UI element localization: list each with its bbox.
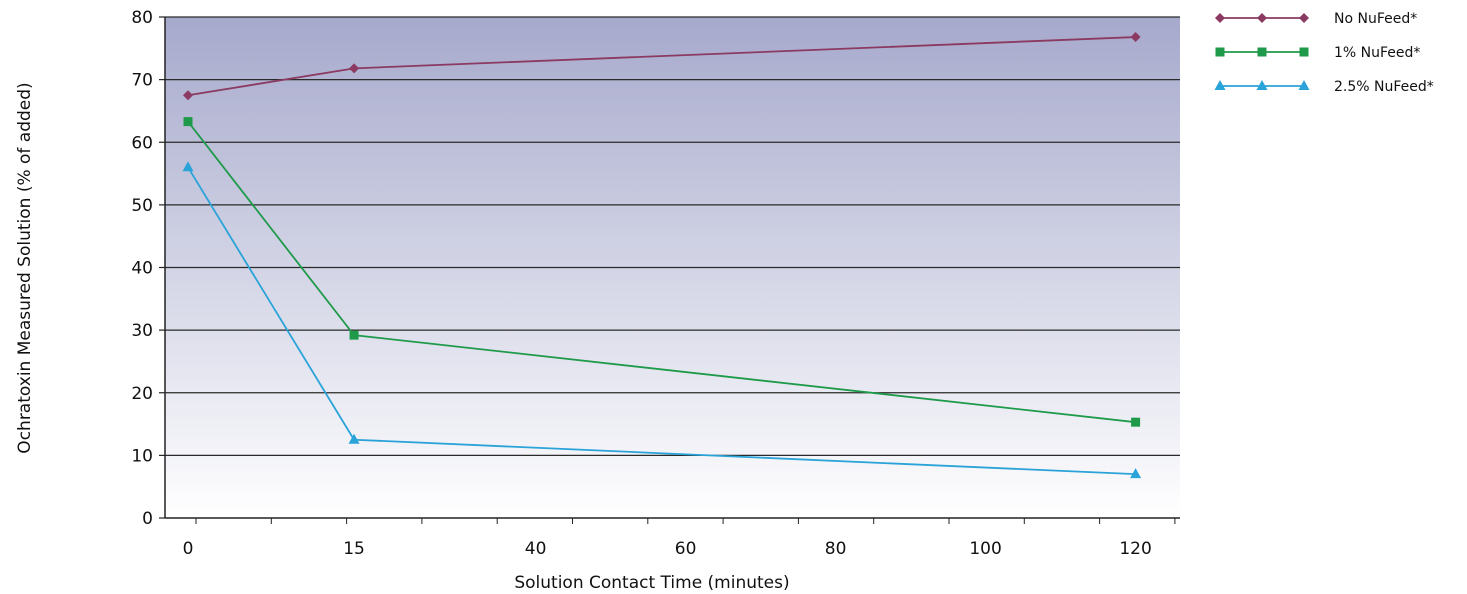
y-tick-label: 30 <box>131 321 153 341</box>
data-point <box>348 433 360 444</box>
data-point <box>183 90 193 101</box>
data-point <box>1130 32 1141 43</box>
series-group <box>182 32 1142 479</box>
legend-marker <box>1298 80 1310 90</box>
legend-marker <box>1214 80 1226 90</box>
x-tick-label: 0 <box>183 539 194 559</box>
y-tick-label: 20 <box>131 384 153 404</box>
x-axis-title: Solution Contact Time (minutes) <box>514 573 789 593</box>
legend-marker <box>1257 13 1267 23</box>
legend-marker <box>1215 47 1225 57</box>
y-tick-label: 70 <box>131 71 153 91</box>
legend-label: 1% NuFeed* <box>1334 45 1420 61</box>
legend-marker <box>1215 13 1225 23</box>
x-tick-label: 40 <box>525 539 547 559</box>
legend-label: 2.5% NuFeed* <box>1334 79 1434 95</box>
legend-marker <box>1257 47 1267 57</box>
data-point <box>182 161 194 172</box>
data-point <box>349 330 359 340</box>
y-axis-ticks: 0 10 20 30 40 50 60 70 80 <box>131 8 165 529</box>
legend-marker <box>1299 47 1309 57</box>
y-tick-label: 50 <box>131 196 153 216</box>
legend-marker <box>1256 80 1268 90</box>
y-tick-label: 80 <box>131 8 153 28</box>
x-tick-label: 120 <box>1119 539 1151 559</box>
x-axis-ticks: 0 15 40 60 80 100 120 <box>183 518 1176 559</box>
y-tick-label: 0 <box>142 509 153 529</box>
data-point <box>1130 468 1142 479</box>
legend-label: No NuFeed* <box>1334 11 1417 27</box>
x-tick-label: 100 <box>969 539 1001 559</box>
y-tick-label: 10 <box>131 446 153 466</box>
y-tick-label: 40 <box>131 259 153 279</box>
y-tick-label: 60 <box>131 133 153 153</box>
x-tick-label: 60 <box>675 539 697 559</box>
grid-lines <box>165 16 1180 456</box>
legend: No NuFeed* 1% NuFeed* 2.5% NuFeed* <box>1214 11 1434 95</box>
legend-marker <box>1299 13 1309 23</box>
x-tick-label: 15 <box>343 539 365 559</box>
x-tick-label: 80 <box>825 539 847 559</box>
data-point <box>349 63 360 74</box>
data-point <box>1131 417 1141 427</box>
data-point <box>183 117 193 127</box>
y-axis-title: Ochratoxin Measured Solution (% of added… <box>15 82 35 453</box>
